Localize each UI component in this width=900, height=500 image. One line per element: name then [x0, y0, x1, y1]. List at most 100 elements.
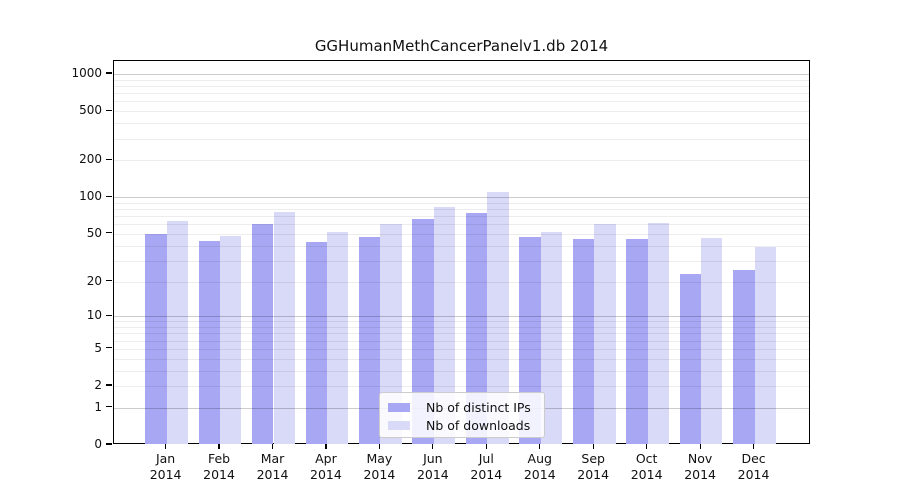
chart-title: GGHumanMethCancerPanelv1.db 2014 — [314, 37, 609, 55]
y-tick-label: 500 — [79, 103, 102, 118]
plot-area — [113, 60, 810, 444]
x-tick-label: Sep 2014 — [566, 451, 620, 483]
bar-downloads-jul — [487, 192, 509, 444]
bar-downloads-sep — [594, 224, 616, 444]
x-tick-label: Mar 2014 — [246, 451, 300, 483]
y-tick — [106, 314, 112, 316]
y-tick-label: 2 — [94, 378, 102, 392]
legend-swatch-distinct-ips — [388, 402, 410, 412]
y-tick-label: 5 — [94, 340, 102, 355]
month-label: Jun — [423, 451, 443, 466]
month-label: Oct — [635, 451, 658, 466]
x-tick — [752, 444, 755, 449]
bar-downloads-aug — [540, 231, 563, 444]
x-tick-label: Jan 2014 — [139, 451, 193, 483]
legend-label-downloads: Nb of downloads — [426, 417, 531, 433]
bar-downloads-nov — [701, 238, 723, 444]
year-label: 2014 — [630, 467, 663, 482]
y-tick-label: 20 — [86, 273, 102, 288]
month-label: Dec — [741, 451, 766, 466]
year-label: 2014 — [203, 467, 235, 482]
legend: Nb of distinct IPs Nb of downloads — [379, 392, 545, 438]
x-tick — [165, 444, 167, 449]
legend-label-distinct-ips: Nb of distinct IPs — [426, 399, 531, 415]
y-tick-label: 1 — [94, 399, 102, 414]
month-label: Nov — [687, 451, 713, 466]
year-label: 2014 — [363, 467, 396, 482]
x-tick — [432, 444, 434, 449]
minor-gridline — [114, 138, 809, 140]
month-label: Aug — [527, 451, 552, 466]
minor-gridline — [114, 111, 809, 113]
month-label: Jan — [155, 451, 176, 466]
minor-gridline — [114, 224, 809, 226]
bar-distinct-ips-sep — [572, 239, 595, 444]
x-tick-label: Apr 2014 — [299, 451, 353, 483]
y-tick-label: 100 — [79, 189, 102, 204]
x-tick — [646, 444, 648, 449]
minor-gridline — [114, 85, 809, 87]
x-tick-label: Feb 2014 — [192, 451, 246, 483]
x-tick-label: Jul 2014 — [459, 451, 513, 483]
y-tick — [106, 195, 112, 197]
bar-downloads-oct — [647, 223, 670, 444]
bar-distinct-ips-jan — [145, 233, 167, 444]
x-tick — [378, 444, 380, 449]
year-label: 2014 — [256, 467, 289, 482]
month-label: May — [366, 451, 393, 466]
legend-entry-downloads: Nb of downloads — [388, 416, 544, 434]
bar-distinct-ips-oct — [626, 239, 648, 444]
major-gridline — [114, 73, 809, 75]
x-tick-label: May 2014 — [352, 451, 406, 483]
x-tick — [218, 444, 220, 449]
y-tick — [106, 406, 112, 408]
minor-gridline — [114, 202, 809, 204]
bar-downloads-apr — [326, 231, 349, 444]
x-tick — [485, 444, 487, 449]
y-tick — [106, 72, 112, 74]
y-tick — [106, 384, 112, 386]
month-label: Jul — [478, 451, 494, 466]
minor-gridline — [114, 79, 809, 81]
bar-downloads-feb — [220, 236, 242, 444]
bar-distinct-ips-mar — [252, 224, 274, 444]
bar-downloads-jun — [433, 207, 456, 444]
minor-gridline — [114, 160, 809, 162]
y-tick-label: 50 — [86, 225, 102, 240]
month-label: Feb — [207, 451, 231, 466]
bar-distinct-ips-jul — [465, 213, 488, 444]
y-tick — [106, 279, 112, 282]
x-tick — [539, 444, 541, 449]
bar-distinct-ips-dec — [733, 270, 755, 444]
minor-gridline — [114, 123, 809, 125]
major-gridline — [114, 197, 809, 199]
bar-downloads-dec — [754, 246, 776, 444]
y-tick — [106, 347, 112, 349]
y-tick — [106, 443, 112, 445]
legend-swatch-downloads — [388, 420, 410, 430]
x-tick — [271, 444, 274, 449]
x-tick — [699, 444, 701, 449]
y-tick — [106, 158, 112, 160]
bar-distinct-ips-feb — [198, 240, 221, 444]
y-tick-label: 10 — [86, 308, 102, 323]
year-label: 2014 — [523, 467, 556, 482]
year-label: 2014 — [310, 467, 342, 482]
bar-distinct-ips-apr — [305, 241, 327, 444]
bar-distinct-ips-jun — [412, 219, 434, 444]
bar-distinct-ips-nov — [679, 274, 702, 444]
y-tick — [106, 232, 112, 234]
y-tick-label: 1000 — [71, 65, 102, 80]
bar-downloads-mar — [273, 211, 295, 444]
year-label: 2014 — [416, 467, 449, 482]
year-label: 2014 — [470, 467, 503, 482]
bar-downloads-jan — [166, 220, 188, 444]
year-label: 2014 — [737, 467, 770, 482]
minor-gridline — [114, 209, 809, 211]
x-tick-label: Oct 2014 — [620, 451, 674, 483]
minor-gridline — [114, 101, 809, 103]
year-label: 2014 — [149, 467, 182, 482]
x-tick-label: Aug 2014 — [513, 451, 567, 483]
legend-entry-distinct-ips: Nb of distinct IPs — [388, 398, 544, 416]
